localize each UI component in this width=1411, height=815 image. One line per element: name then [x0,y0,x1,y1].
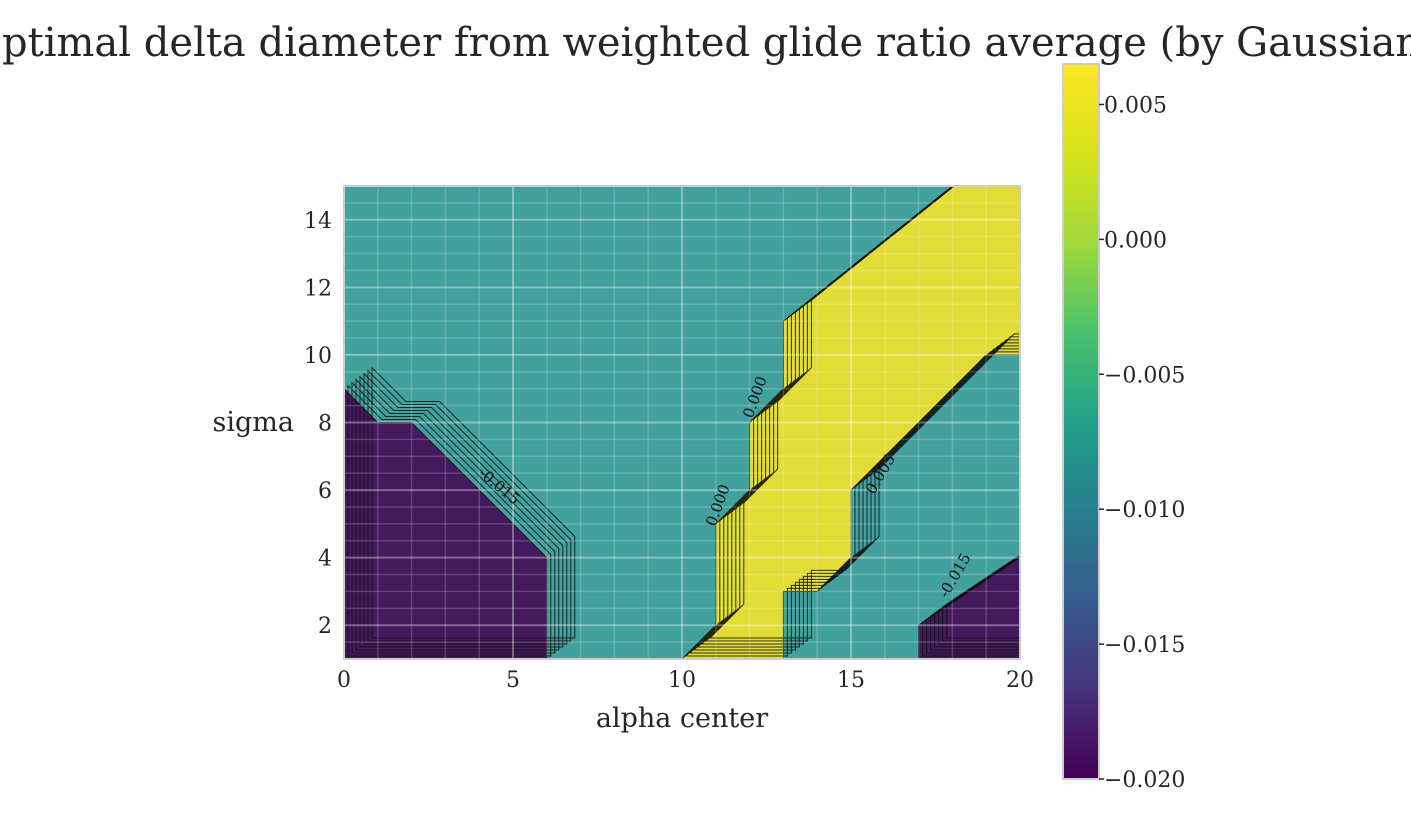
contour-line [371,366,576,639]
contour-line [946,554,1020,639]
contour-line [708,186,1020,639]
contour-line [351,381,556,654]
colorbar-tick-label: −0.020 [1104,768,1185,793]
x-tick-label: 15 [837,668,865,693]
contour-region [344,388,547,659]
x-axis-label: alpha center [596,703,768,734]
contour-line [688,186,1020,654]
contour-region [682,186,1020,659]
contour-line [922,556,1020,657]
y-tick-label: 10 [304,344,332,369]
colorbar-tick-label: −0.015 [1104,633,1185,658]
colorbar-tick-label: −0.005 [1104,363,1185,388]
contour-line [696,186,1020,648]
y-tick-label: 14 [304,209,332,234]
contour-line [347,384,552,657]
colorbar-bar [1062,63,1100,780]
chart-title: Optimal delta diameter from weighted gli… [0,20,1411,66]
contour-line [700,186,1020,645]
y-tick-label: 6 [318,479,332,504]
contour-line [942,554,1020,642]
colorbar-tick-label: 0.005 [1104,93,1167,118]
contour-line [934,555,1020,648]
contour-line [918,556,1020,659]
contour-line [930,555,1020,651]
colorbar-tick-label: 0.000 [1104,228,1167,253]
y-tick-label: 4 [318,547,332,572]
colorbar-tick-label: −0.010 [1104,498,1185,523]
contour-line [704,186,1020,642]
y-axis-label: sigma [213,407,294,438]
x-axis: 0 5 10 15 20 [337,668,1034,693]
contour-line [367,369,572,642]
colorbar: −0.020 −0.015 −0.010 −0.005 0.000 0.005 [1062,63,1185,793]
y-tick-label: 2 [318,614,332,639]
contour-line [926,556,1020,654]
x-tick-label: 5 [506,668,520,693]
contour-region [918,557,1020,659]
x-tick-label: 0 [337,668,351,693]
contour-line [681,186,1020,659]
x-tick-label: 20 [1006,668,1034,693]
y-tick-label: 12 [304,276,332,301]
contour-line [344,387,548,659]
contour-line [938,555,1020,645]
contour-line [359,375,564,648]
contour-line [355,378,560,651]
contour-line [363,372,568,645]
contour-line [692,186,1020,651]
plot-frame [343,185,1021,660]
x-tick-label: 10 [668,668,696,693]
y-axis: 2 4 6 8 10 12 14 [304,209,332,639]
contour-line [684,186,1020,657]
y-tick-label: 8 [318,412,332,437]
